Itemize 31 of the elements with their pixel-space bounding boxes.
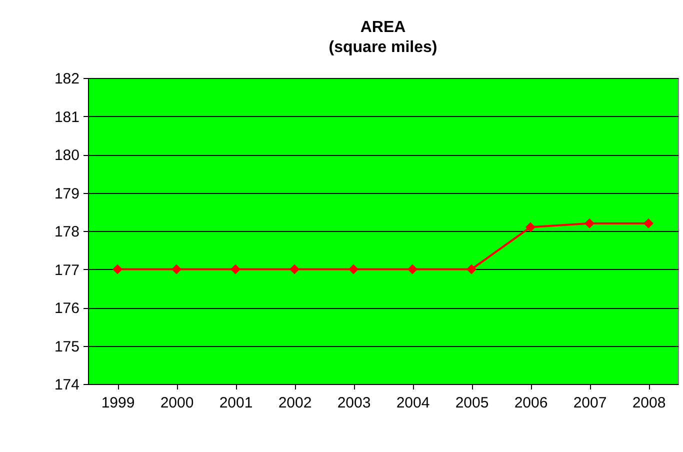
x-tick-label: 2003: [337, 394, 371, 412]
y-tick-label: 180: [54, 147, 80, 164]
y-tick-label: 181: [54, 108, 80, 126]
point: [348, 264, 358, 274]
x-tick-label: 2001: [219, 394, 253, 412]
point: [526, 222, 536, 232]
chart-subtitle: (square miles): [328, 39, 438, 56]
point: [644, 218, 654, 228]
x-tick-label: 2008: [632, 394, 666, 412]
point: [290, 264, 300, 274]
point: [466, 264, 476, 274]
x-tick-label: 2005: [455, 394, 489, 412]
y-tick-label: 175: [54, 338, 80, 356]
y-tick-label: 177: [54, 262, 80, 279]
point: [172, 264, 182, 274]
x-tick-label: 2004: [396, 394, 430, 412]
point: [112, 264, 122, 274]
chart-title: AREA: [360, 19, 406, 36]
y-tick-label: 179: [54, 185, 80, 202]
point: [584, 218, 594, 228]
y-tick-label: 174: [54, 376, 80, 394]
x-tick-label: 2007: [573, 394, 607, 412]
y-tick-label: 182: [54, 70, 80, 88]
point: [408, 264, 418, 274]
x-tick-label: 2002: [278, 394, 312, 412]
y-tick-label: 176: [54, 300, 80, 317]
y-tick-label: 178: [54, 224, 80, 240]
x-tick-label: 2000: [160, 394, 194, 412]
x-tick-label: 1999: [101, 394, 135, 412]
point: [230, 264, 240, 274]
x-tick-label: 2006: [514, 394, 548, 412]
